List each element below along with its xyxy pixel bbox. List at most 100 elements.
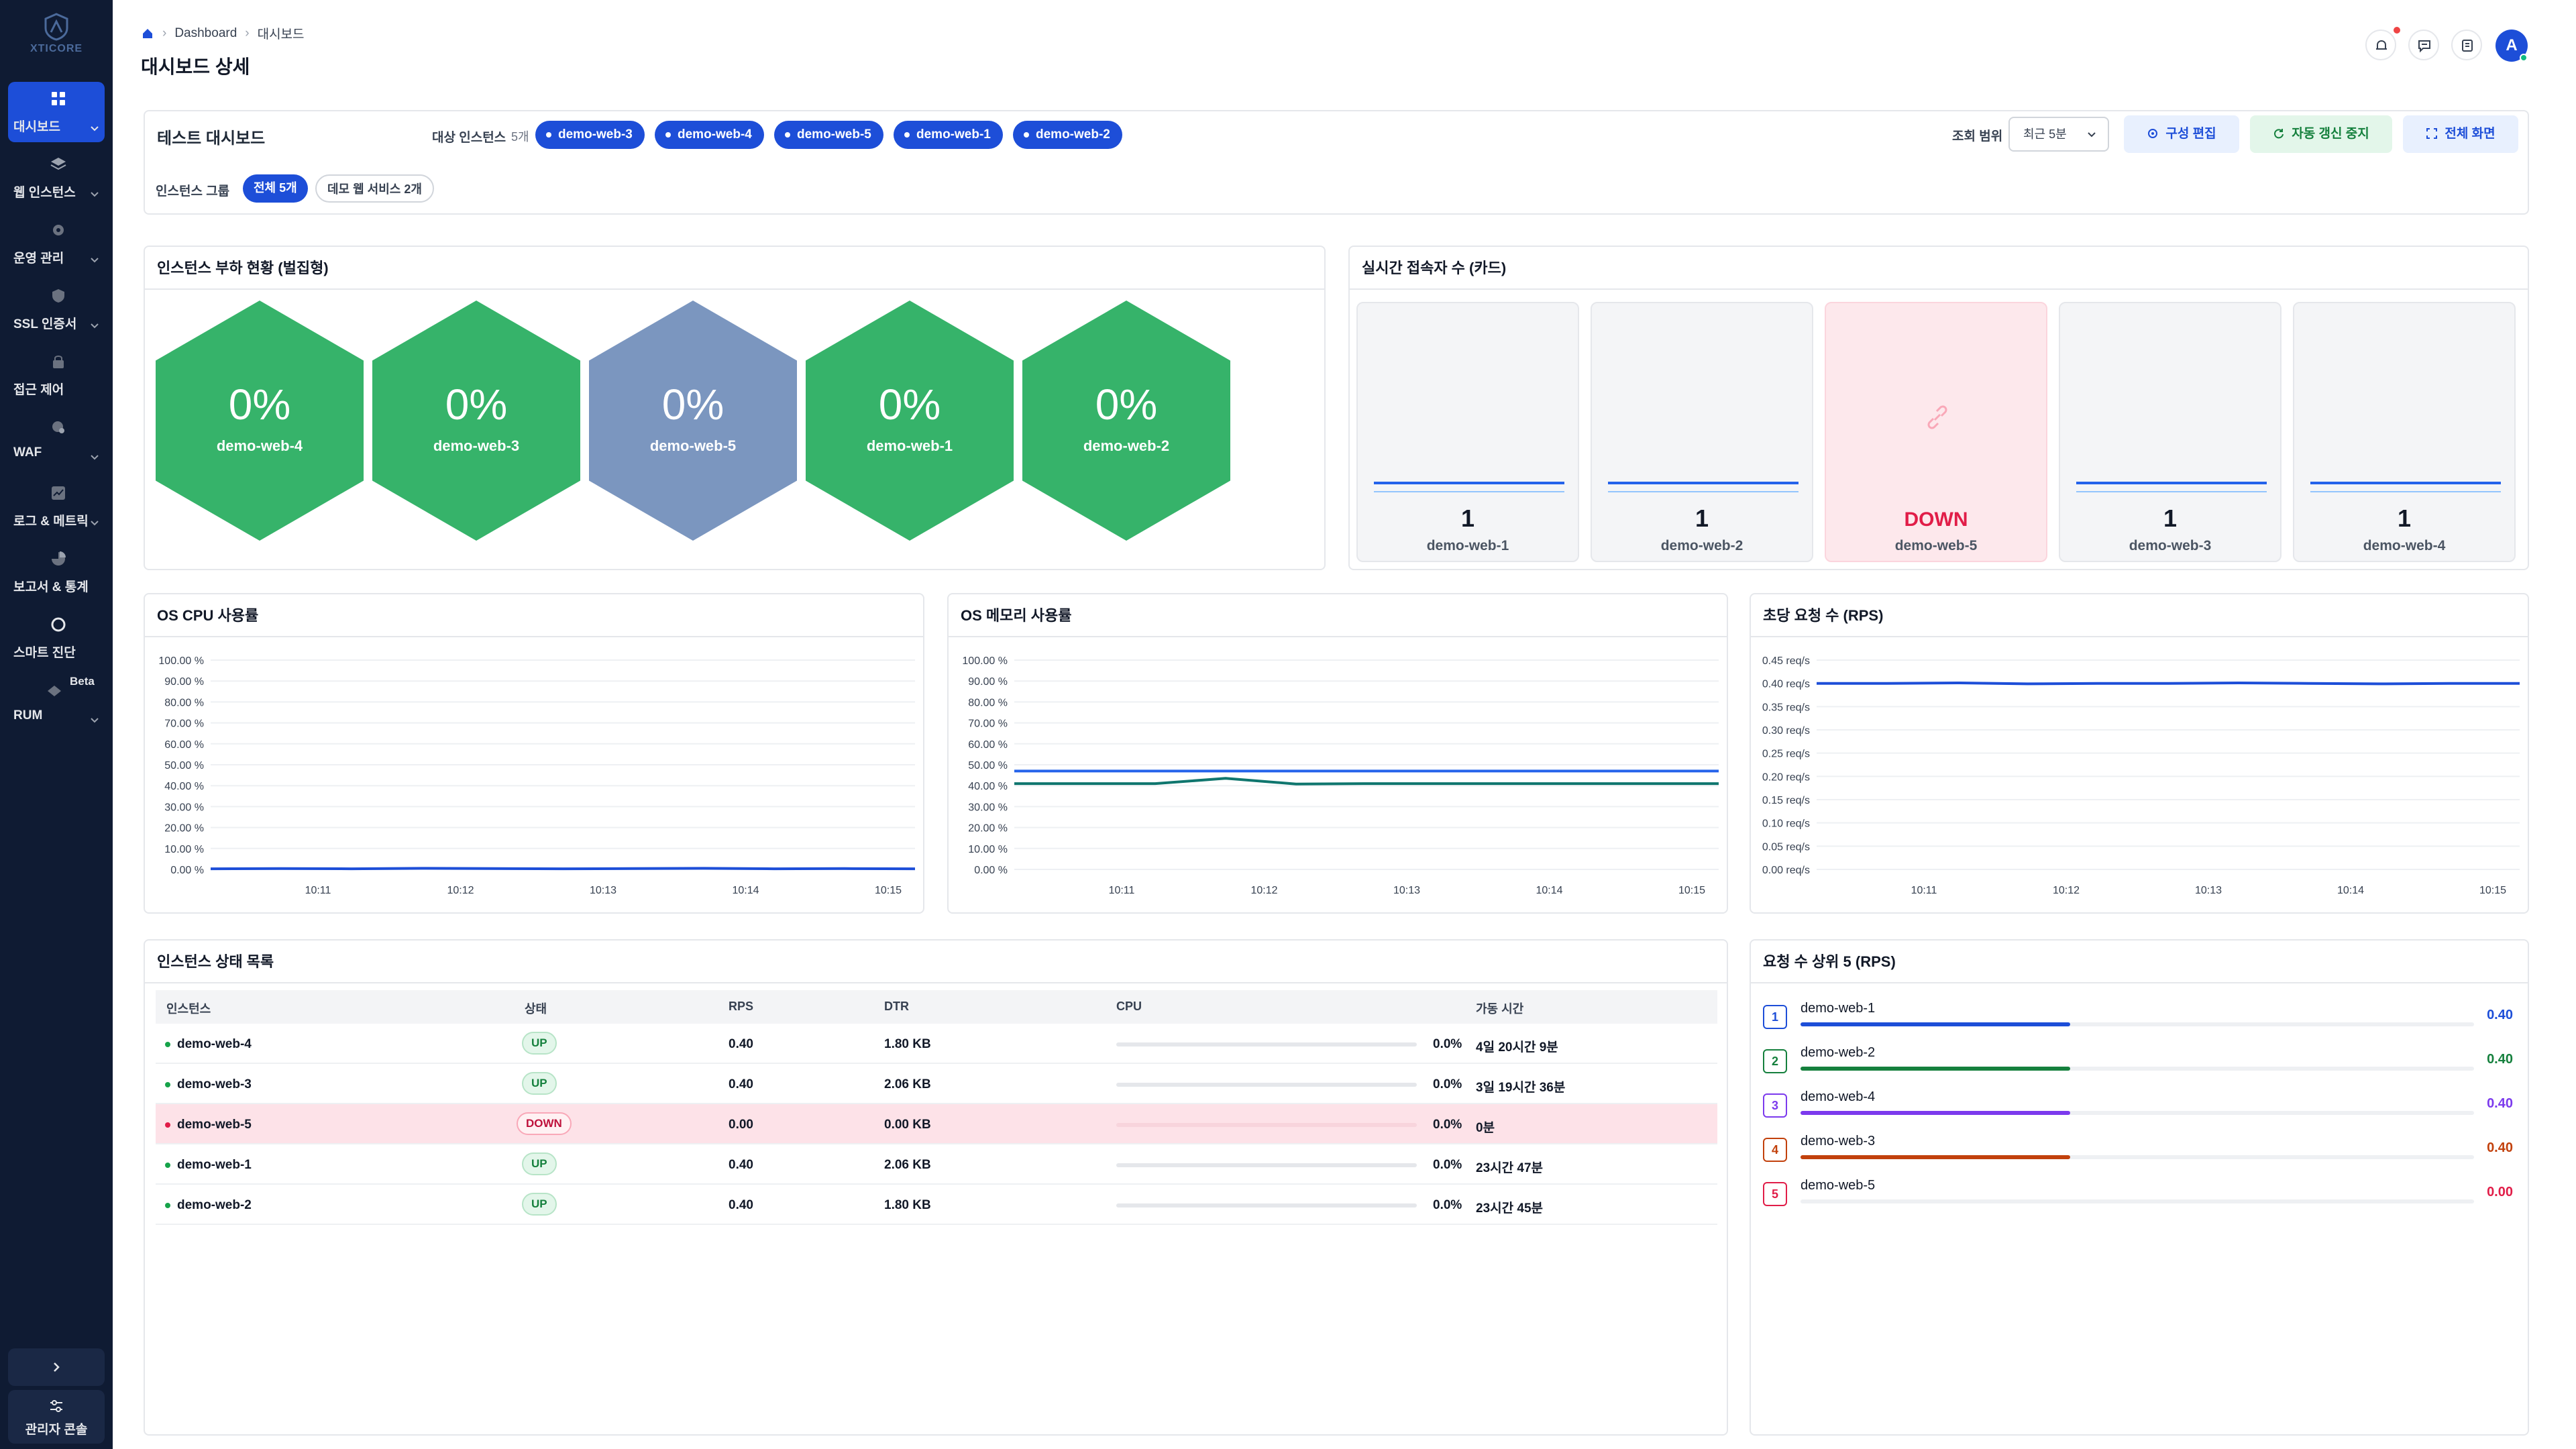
col-header-cpu[interactable]: CPU: [1116, 1000, 1142, 1013]
y-tick-label: 0.40 req/s: [1762, 679, 1810, 690]
y-tick-label: 70.00 %: [164, 718, 204, 730]
col-header-status[interactable]: 상태: [525, 1002, 547, 1016]
range-select[interactable]: 최근 5분: [2008, 117, 2109, 152]
session-sparkline: [1374, 482, 1564, 484]
cell-cpu: 0.0%: [1433, 1037, 1462, 1051]
y-tick-label: 0.15 req/s: [1762, 795, 1810, 806]
target-label: 대상 인스턴스: [432, 131, 506, 145]
sidebar-item-web-instances[interactable]: 웹 인스턴스: [8, 148, 105, 208]
hex-name: demo-web-2: [1083, 437, 1170, 454]
session-card[interactable]: 1 demo-web-3: [2059, 302, 2282, 562]
session-sparkline-secondary: [1374, 491, 1564, 492]
instance-chip[interactable]: demo-web-4: [655, 121, 764, 149]
hex-tile[interactable]: 0% demo-web-1: [806, 301, 1014, 541]
status-dot: [165, 1122, 170, 1128]
panel-title: 초당 요청 수 (RPS): [1763, 607, 1884, 624]
instance-chip[interactable]: demo-web-5: [774, 121, 883, 149]
table-row[interactable]: demo-web-4 UP 0.40 1.80 KB 0.0% 4일 20시간 …: [156, 1024, 1717, 1064]
breadcrumb-item[interactable]: Dashboard: [174, 25, 237, 40]
gear-icon: [53, 225, 64, 235]
col-header-instance[interactable]: 인스턴스: [166, 1002, 211, 1016]
hex-tile[interactable]: 0% demo-web-2: [1022, 301, 1230, 541]
sidebar-item-reports[interactable]: 보고서 & 통계: [8, 542, 105, 602]
brand-name: XTICORE: [30, 43, 83, 54]
x-tick-label: 10:11: [1109, 885, 1135, 896]
home-icon[interactable]: [141, 27, 154, 40]
hex-tile[interactable]: 0% demo-web-5: [589, 301, 797, 541]
config-edit-button[interactable]: 구성 편집: [2124, 115, 2239, 153]
group-filter-demo[interactable]: 데모 웹 서비스 2개: [315, 174, 434, 203]
session-card[interactable]: 1 demo-web-2: [1591, 302, 1813, 562]
fullscreen-button[interactable]: 전체 화면: [2403, 115, 2518, 153]
hex-name: demo-web-5: [649, 437, 737, 454]
message-button[interactable]: [2408, 30, 2439, 60]
cell-rps: 0.40: [729, 1077, 753, 1091]
sidebar-item-logs-metrics[interactable]: 로그 & 메트릭: [8, 476, 105, 537]
col-header-rps[interactable]: RPS: [729, 1000, 754, 1013]
sidebar-item-waf[interactable]: WAF: [8, 411, 105, 471]
table-row[interactable]: demo-web-1 UP 0.40 2.06 KB 0.0% 23시간 47분: [156, 1144, 1717, 1185]
top5-rps-panel: 요청 수 상위 5 (RPS) 1 demo-web-1 0.40 2 demo-web…: [1750, 939, 2529, 1436]
rps-chart-panel: 초당 요청 수 (RPS) 0.45 req/s 0.40 req/s 0.35 r…: [1750, 593, 2529, 914]
hex-tile[interactable]: 0% demo-web-4: [156, 301, 364, 541]
top5-name: demo-web-1: [1801, 1001, 1876, 1016]
panel-divider: [1751, 982, 2528, 983]
table-row[interactable]: demo-web-2 UP 0.40 1.80 KB 0.0% 23시간 45분: [156, 1185, 1717, 1225]
x-tick-label: 10:14: [2337, 885, 2364, 896]
panel-title: 인스턴스 부하 현황 (벌집형): [157, 260, 329, 276]
session-count: DOWN: [1904, 508, 1968, 531]
y-tick-label: 0.35 req/s: [1762, 702, 1810, 713]
auto-refresh-stop-button[interactable]: 자동 갱신 중지: [2250, 115, 2392, 153]
cell-cpu: 0.0%: [1433, 1118, 1462, 1132]
cell-rps: 0.00: [729, 1118, 753, 1132]
brand-logo[interactable]: XTICORE: [0, 12, 113, 66]
page-title: 대시보드 상세: [141, 56, 250, 77]
instance-chip[interactable]: demo-web-2: [1013, 121, 1122, 149]
range-select-value: 최근 5분: [2023, 127, 2067, 141]
sidebar-item-ssl[interactable]: SSL 인증서: [8, 279, 105, 339]
group-filter-all[interactable]: 전체 5개: [243, 174, 308, 203]
circle-icon: [51, 617, 66, 632]
session-card[interactable]: 1 demo-web-1: [1356, 302, 1579, 562]
y-tick-label: 0.30 req/s: [1762, 725, 1810, 737]
sidebar-item-label: 웹 인스턴스: [13, 186, 76, 200]
y-tick-label: 0.00 %: [170, 865, 204, 876]
instance-chip[interactable]: demo-web-3: [535, 121, 645, 149]
hex-value: 0%: [1095, 380, 1158, 429]
cpu-usage-chart: 100.00 % 90.00 % 80.00 % 70.00 % 60.00 % 50.0…: [158, 655, 916, 896]
cell-dtr: 1.80 KB: [884, 1037, 931, 1051]
docs-button[interactable]: [2451, 30, 2482, 60]
y-tick-label: 80.00 %: [164, 697, 204, 708]
cell-rps: 0.40: [729, 1158, 753, 1172]
x-tick-label: 10:12: [1250, 885, 1277, 896]
cell-rps: 0.40: [729, 1198, 753, 1212]
hex-name: demo-web-3: [433, 437, 520, 454]
instance-chip[interactable]: demo-web-1: [894, 121, 1003, 149]
group-label: 인스턴스 그룹: [156, 184, 230, 199]
session-card[interactable]: DOWN demo-web-5: [1825, 302, 2047, 562]
hex-tile[interactable]: 0% demo-web-3: [372, 301, 580, 541]
sidebar-item-smart-diagnosis[interactable]: 스마트 진단: [8, 608, 105, 668]
admin-console-button[interactable]: 관리자 콘솔: [8, 1390, 105, 1444]
status-badge: DOWN: [517, 1112, 572, 1135]
table-row[interactable]: demo-web-3 UP 0.40 2.06 KB 0.0% 3일 19시간 …: [156, 1064, 1717, 1104]
sidebar-item-operations[interactable]: 운영 관리: [8, 213, 105, 274]
y-tick-label: 60.00 %: [164, 739, 204, 751]
x-tick-label: 10:12: [2053, 885, 2080, 896]
alarm-button[interactable]: [2365, 30, 2396, 60]
sidebar-item-access-control[interactable]: 접근 제어: [8, 345, 105, 405]
session-card[interactable]: 1 demo-web-4: [2293, 302, 2516, 562]
sidebar-item-rum[interactable]: Beta RUM: [8, 674, 105, 734]
col-header-dtr[interactable]: DTR: [884, 1000, 909, 1013]
session-sparkline-secondary: [1608, 491, 1799, 492]
col-header-uptime[interactable]: 가동 시간: [1476, 1002, 1524, 1016]
x-tick-label: 10:13: [590, 885, 616, 896]
top5-bar-track: [1801, 1067, 2474, 1071]
top5-name: demo-web-5: [1801, 1178, 1876, 1193]
sidebar-item-dashboard[interactable]: 대시보드: [8, 82, 105, 142]
metrics-icon: [52, 486, 65, 500]
table-row[interactable]: demo-web-5 DOWN 0.00 0.00 KB 0.0% 0분: [156, 1104, 1717, 1144]
hex-value: 0%: [228, 380, 291, 429]
sidebar-expand-button[interactable]: [8, 1348, 105, 1386]
x-tick-label: 10:14: [1536, 885, 1562, 896]
